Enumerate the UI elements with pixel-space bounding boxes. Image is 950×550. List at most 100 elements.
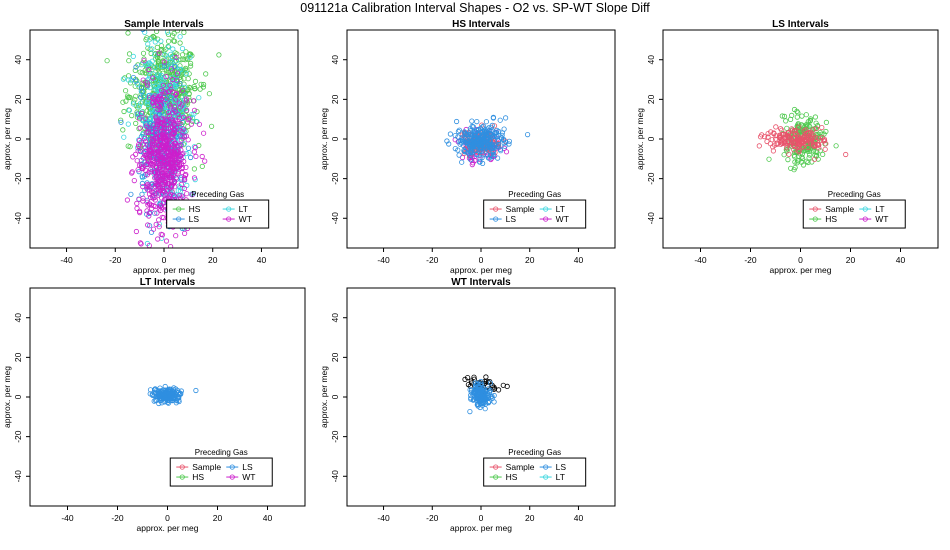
legend-entry: HS — [506, 472, 518, 482]
legend-swatch-marker — [543, 216, 549, 222]
data-point — [472, 383, 479, 389]
data-point — [134, 158, 140, 164]
x-tick-label: 20 — [525, 255, 535, 265]
legend-box — [166, 199, 270, 229]
data-point — [489, 393, 495, 399]
data-point — [490, 151, 497, 157]
legend-swatch-marker — [493, 474, 499, 480]
data-point — [168, 386, 174, 392]
legend-entry: HS — [192, 472, 204, 482]
data-point — [791, 167, 797, 173]
data-point — [178, 153, 184, 159]
data-point — [138, 94, 144, 100]
data-point — [181, 185, 187, 192]
legend-entry: LT — [875, 204, 884, 214]
data-point — [805, 159, 811, 166]
data-point — [479, 155, 485, 161]
data-point — [153, 86, 159, 93]
data-point — [120, 76, 127, 82]
data-point — [156, 50, 162, 56]
legend-entry: WT — [556, 214, 569, 224]
data-point — [781, 113, 788, 120]
data-point — [202, 158, 208, 164]
data-point — [186, 71, 192, 77]
data-point — [794, 108, 800, 115]
data-point — [147, 115, 154, 121]
y-tick-label: -20 — [646, 172, 656, 185]
data-point — [813, 126, 820, 132]
data-point — [168, 59, 174, 65]
data-point — [794, 114, 800, 120]
legend-entry: WT — [242, 472, 255, 482]
data-point — [465, 150, 471, 156]
legend-title: Preceding Gas — [508, 190, 561, 199]
legend-swatch-marker — [812, 206, 818, 212]
legend-swatch-marker — [179, 474, 185, 480]
data-point — [495, 142, 502, 148]
legend-swatch-marker — [226, 216, 232, 222]
data-point — [137, 210, 143, 216]
data-point — [150, 75, 156, 81]
data-point — [159, 214, 165, 220]
data-point — [173, 233, 179, 239]
data-point — [209, 123, 215, 129]
y-tick-label: 40 — [330, 313, 340, 323]
legend-entry: WT — [239, 214, 252, 224]
data-point — [145, 129, 151, 135]
data-point — [149, 136, 155, 142]
data-point — [179, 185, 185, 191]
data-point — [781, 152, 787, 158]
scatter-panel: WT Intervals -40 -20 0 20 40 -40 -20 0 20 40 approx… — [319, 277, 616, 533]
data-point — [168, 184, 175, 190]
y-tick-label: -40 — [646, 212, 656, 225]
data-point — [462, 139, 468, 145]
data-point — [184, 191, 190, 197]
data-point — [136, 84, 142, 90]
data-point — [805, 144, 811, 150]
data-point — [803, 112, 809, 118]
data-point — [187, 54, 193, 61]
legend-entry: WT — [875, 214, 888, 224]
data-point — [161, 121, 167, 127]
data-point — [456, 152, 462, 158]
data-point — [799, 140, 805, 146]
y-tick-label: 0 — [13, 136, 23, 141]
legend-entry: LT — [556, 472, 565, 482]
data-point — [166, 110, 172, 116]
data-point — [785, 130, 791, 136]
x-tick-label: 20 — [846, 255, 856, 265]
data-point — [462, 149, 468, 155]
data-point — [161, 181, 167, 187]
data-point — [183, 71, 189, 77]
data-point — [153, 125, 159, 131]
data-point — [140, 94, 146, 100]
data-point — [156, 217, 162, 223]
data-point — [808, 136, 814, 142]
data-point — [177, 163, 183, 169]
data-point — [166, 38, 172, 44]
y-tick-label: -20 — [330, 430, 340, 443]
data-point — [153, 115, 159, 121]
data-point — [478, 137, 484, 143]
data-point — [786, 151, 792, 157]
y-tick-label: 20 — [330, 352, 340, 362]
data-point — [130, 53, 136, 60]
data-point — [199, 153, 205, 160]
data-point — [468, 149, 474, 155]
data-point — [524, 132, 531, 138]
data-point — [121, 108, 127, 115]
data-point — [471, 376, 477, 382]
y-tick-label: 20 — [13, 352, 23, 362]
data-point — [147, 387, 154, 393]
data-point — [158, 82, 164, 88]
data-point — [159, 135, 166, 141]
legend-entry: HS — [189, 204, 201, 214]
data-point — [149, 205, 155, 211]
data-point — [791, 154, 798, 160]
data-point — [756, 143, 762, 149]
legend-entry: LT — [239, 204, 248, 214]
data-point — [171, 130, 178, 136]
data-point — [493, 133, 500, 139]
data-point — [766, 156, 772, 162]
